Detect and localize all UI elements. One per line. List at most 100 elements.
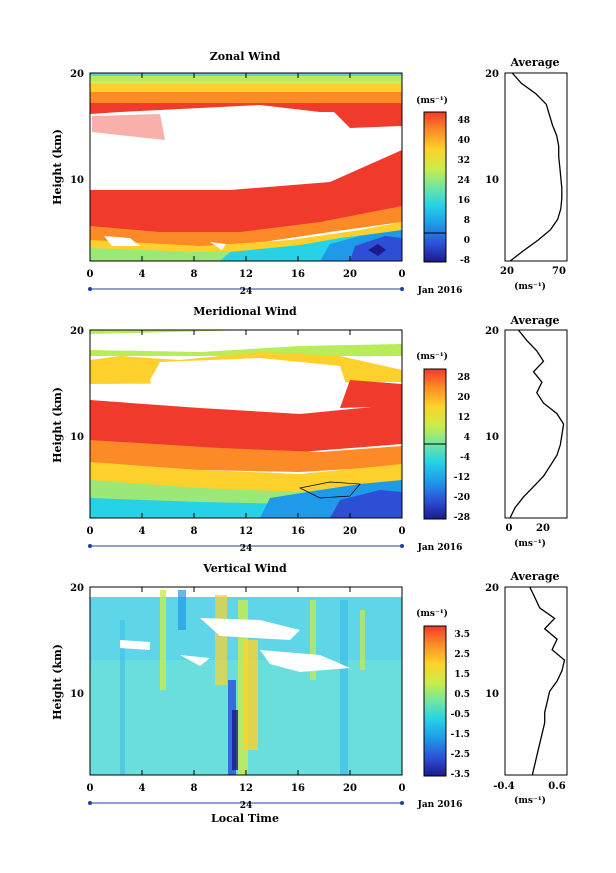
profile-x-tick-2: 20 xyxy=(536,523,550,534)
colorbar-tick-label: 8 xyxy=(464,216,470,226)
colorbar-unit: (ms⁻¹) xyxy=(416,351,448,362)
x-tick-label: 4 xyxy=(139,526,146,537)
x-ticks: 0 4 8 12 16 20 0 xyxy=(87,73,406,280)
profile-y-tick-20: 20 xyxy=(485,69,499,80)
panel-vertical: Vertical Wind Height (km) 20 10 0 4 8 12 16 2… xyxy=(51,562,568,825)
profile-x-tick-1: 0 xyxy=(506,523,513,534)
x-axis-label: Local Time xyxy=(211,812,279,825)
colorbar-tick-label: 0 xyxy=(464,236,470,246)
x-tick-label: 0 xyxy=(87,526,94,537)
colorbar-tick-label: 3.5 xyxy=(454,630,470,640)
x-tick-label: 0 xyxy=(399,783,406,794)
profile-y-tick-10: 10 xyxy=(485,689,499,700)
y-tick-10: 10 xyxy=(70,689,84,700)
colorbar-tick-label: -20 xyxy=(454,493,470,503)
panel-title: Meridional Wind xyxy=(193,305,297,318)
colorbar-tick-label: -3.5 xyxy=(451,770,470,780)
x-tick-label: 4 xyxy=(139,269,146,280)
colorbar-tick-label: -4 xyxy=(460,453,470,463)
profile-line xyxy=(509,329,565,519)
profile-y-tick-10: 10 xyxy=(485,175,499,186)
colorbar-tick-label: 2.5 xyxy=(454,650,470,660)
y-tick-10: 10 xyxy=(70,175,84,186)
y-tick-20: 20 xyxy=(70,69,84,80)
colorbar-tick-label: -8 xyxy=(460,256,470,266)
colorbar-tick-label: 32 xyxy=(457,156,470,166)
panel-meridional: Meridional Wind Height (km) 20 10 0 4 8 12 1… xyxy=(51,305,568,554)
colorbar-tick-label: -1.5 xyxy=(451,730,470,740)
profile-unit: (ms⁻¹) xyxy=(514,281,546,292)
x-tick-label: 8 xyxy=(191,526,198,537)
heatmap-zonal xyxy=(90,73,402,261)
x-tick-label: 12 xyxy=(239,269,253,280)
colorbar-tick-label: 48 xyxy=(457,116,470,126)
profile-x-tick-1: -0.4 xyxy=(493,781,515,792)
colorbar-tick-label: -12 xyxy=(454,473,470,483)
y-tick-20: 20 xyxy=(70,583,84,594)
colorbar-meridional: (ms⁻¹) 28 20 12 4 -4 -12 -20 -28 xyxy=(416,351,470,523)
profile-vertical: Average 20 10 -0.4 0.6 (ms⁻¹) xyxy=(485,570,568,806)
date-label: Jan 2016 xyxy=(417,543,463,553)
colorbar-tick-label: -2.5 xyxy=(451,750,470,760)
y-axis-label: Height (km) xyxy=(51,387,64,463)
colorbar-tick-label: 16 xyxy=(457,196,470,206)
date-marker: 24 xyxy=(240,801,253,811)
date-marker: 24 xyxy=(240,287,253,297)
colorbar-tick-label: 28 xyxy=(457,373,470,383)
profile-x-tick-2: 70 xyxy=(552,266,566,277)
x-tick-label: 20 xyxy=(343,783,357,794)
x-tick-label: 0 xyxy=(399,269,406,280)
profile-x-tick-1: 20 xyxy=(500,266,514,277)
colorbar-unit: (ms⁻¹) xyxy=(416,95,448,106)
profile-y-tick-10: 10 xyxy=(485,432,499,443)
x-tick-label: 16 xyxy=(291,526,305,537)
x-tick-label: 0 xyxy=(87,269,94,280)
panel-title: Vertical Wind xyxy=(202,562,287,575)
colorbar-vertical: (ms⁻¹) 3.5 2.5 1.5 0.5 -0.5 -1.5 -2.5 -3.5 xyxy=(416,608,470,780)
y-tick-20: 20 xyxy=(70,326,84,337)
colorbar-tick-label: -28 xyxy=(454,513,470,523)
profile-zonal: Average 20 10 20 70 (ms⁻¹) xyxy=(485,56,568,292)
profile-title: Average xyxy=(509,570,559,583)
x-tick-label: 8 xyxy=(191,269,198,280)
x-tick-label: 0 xyxy=(399,526,406,537)
colorbar-unit: (ms⁻¹) xyxy=(416,608,448,619)
colorbar-tick-label: 40 xyxy=(457,136,470,146)
heatmap-meridional xyxy=(90,330,402,518)
x-tick-label: 8 xyxy=(191,783,198,794)
profile-title: Average xyxy=(509,56,559,69)
colorbar-tick-label: 0.5 xyxy=(454,690,470,700)
colorbar-tick-label: 12 xyxy=(457,413,470,423)
x-tick-label: 0 xyxy=(87,783,94,794)
profile-y-tick-20: 20 xyxy=(485,583,499,594)
colorbar-tick-label: 1.5 xyxy=(454,670,470,680)
colorbar-tick-label: -0.5 xyxy=(451,710,470,720)
date-label: Jan 2016 xyxy=(417,286,463,296)
profile-unit: (ms⁻¹) xyxy=(514,795,546,806)
profile-y-tick-20: 20 xyxy=(485,326,499,337)
profile-line xyxy=(529,586,566,776)
colorbar-zonal: (ms⁻¹) 48 40 32 24 16 8 0 -8 xyxy=(416,95,470,266)
panel-title: Zonal Wind xyxy=(210,50,281,63)
x-tick-label: 4 xyxy=(139,783,146,794)
y-tick-10: 10 xyxy=(70,432,84,443)
x-ticks: 0 4 8 12 16 20 0 xyxy=(87,587,406,794)
x-tick-label: 16 xyxy=(291,783,305,794)
x-ticks: 0 4 8 12 16 20 0 xyxy=(87,330,406,537)
profile-meridional: Average 20 10 0 20 (ms⁻¹) xyxy=(485,314,568,549)
profile-title: Average xyxy=(509,314,559,327)
panel-zonal: Zonal Wind Height (km) 20 10 0 4 8 12 16 xyxy=(51,50,568,297)
x-tick-label: 20 xyxy=(343,526,357,537)
x-tick-label: 12 xyxy=(239,526,253,537)
heatmap-vertical xyxy=(90,587,402,775)
x-tick-label: 16 xyxy=(291,269,305,280)
x-tick-label: 12 xyxy=(239,783,253,794)
profile-x-tick-2: 0.6 xyxy=(548,781,565,792)
y-axis-label: Height (km) xyxy=(51,644,64,720)
profile-line xyxy=(509,72,563,262)
y-axis-label: Height (km) xyxy=(51,129,64,205)
date-label: Jan 2016 xyxy=(417,800,463,810)
colorbar-tick-label: 20 xyxy=(457,393,470,403)
x-tick-label: 20 xyxy=(343,269,357,280)
